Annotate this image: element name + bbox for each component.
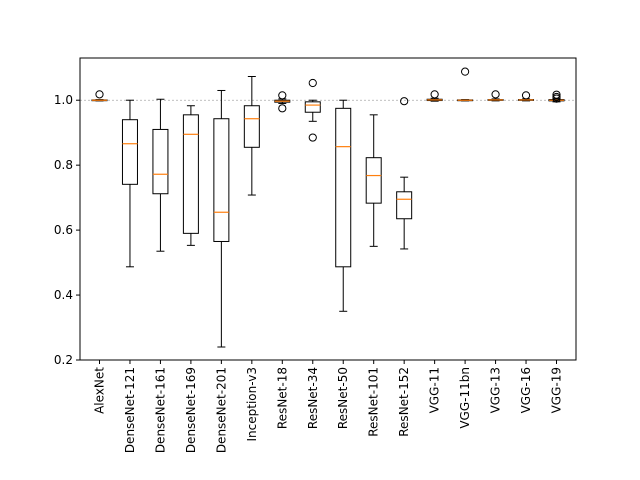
outlier-point bbox=[461, 67, 470, 76]
outlier-point bbox=[278, 104, 287, 113]
boxes-layer bbox=[91, 67, 565, 348]
outlier-point bbox=[95, 90, 104, 99]
x-tick-label: VGG-11 bbox=[428, 367, 442, 413]
outlier-point bbox=[308, 78, 317, 88]
box bbox=[213, 118, 230, 242]
x-axis: AlexNet DenseNet-121 DenseNet-161 DenseNet-… bbox=[92, 360, 564, 453]
box bbox=[182, 114, 199, 234]
x-tick-label: DenseNet-169 bbox=[184, 367, 198, 453]
box-group bbox=[426, 90, 443, 102]
box-group bbox=[243, 76, 260, 196]
x-tick-label: ResNet-34 bbox=[306, 367, 320, 429]
x-tick-label: DenseNet-121 bbox=[123, 367, 137, 453]
x-tick-label: AlexNet bbox=[92, 367, 106, 414]
box bbox=[365, 157, 382, 204]
x-tick-label: Inception-v3 bbox=[245, 367, 259, 441]
outlier-point bbox=[552, 94, 561, 103]
box bbox=[243, 105, 260, 148]
box-group bbox=[152, 98, 169, 252]
x-tick-label: DenseNet-201 bbox=[214, 367, 228, 453]
y-tick-label: 0.4 bbox=[54, 288, 73, 302]
x-tick-label: ResNet-18 bbox=[275, 367, 289, 429]
outlier-point bbox=[491, 90, 500, 99]
x-tick-label: DenseNet-161 bbox=[153, 367, 167, 453]
box-group bbox=[274, 91, 291, 113]
outlier-point bbox=[400, 97, 409, 106]
box-group bbox=[548, 90, 565, 103]
x-tick-label: VGG-19 bbox=[550, 367, 564, 413]
box-group bbox=[121, 99, 138, 268]
box-group bbox=[182, 105, 199, 246]
x-tick-label: ResNet-152 bbox=[397, 367, 411, 437]
box-group bbox=[335, 99, 352, 312]
box-group bbox=[304, 78, 321, 142]
box bbox=[152, 128, 169, 195]
y-tick-label: 0.2 bbox=[54, 353, 73, 367]
x-tick-label: ResNet-50 bbox=[336, 367, 350, 429]
outlier-point bbox=[552, 90, 561, 99]
outlier-point bbox=[521, 91, 531, 100]
y-axis: 0.2 0.4 0.6 0.8 1.0 bbox=[54, 93, 80, 367]
box-group bbox=[91, 90, 108, 102]
y-tick-label: 0.6 bbox=[54, 223, 73, 237]
box-group bbox=[487, 90, 504, 102]
box-group bbox=[396, 97, 413, 250]
box bbox=[304, 101, 321, 113]
box-group bbox=[518, 91, 535, 102]
box bbox=[121, 119, 138, 185]
y-tick-label: 1.0 bbox=[54, 93, 73, 107]
box-group bbox=[365, 114, 382, 247]
box-group bbox=[457, 67, 474, 102]
box bbox=[396, 191, 413, 220]
outlier-point bbox=[278, 91, 287, 100]
outlier-point bbox=[308, 133, 317, 142]
plot-frame bbox=[79, 57, 577, 361]
x-tick-label: ResNet-101 bbox=[367, 367, 381, 437]
y-tick-label: 0.8 bbox=[54, 158, 73, 172]
x-tick-label: VGG-16 bbox=[519, 367, 533, 413]
outlier-point bbox=[430, 90, 439, 99]
x-tick-label: VGG-13 bbox=[489, 367, 503, 413]
box-group bbox=[213, 89, 230, 348]
x-tick-label: VGG-11bn bbox=[458, 367, 472, 429]
box bbox=[335, 107, 352, 268]
